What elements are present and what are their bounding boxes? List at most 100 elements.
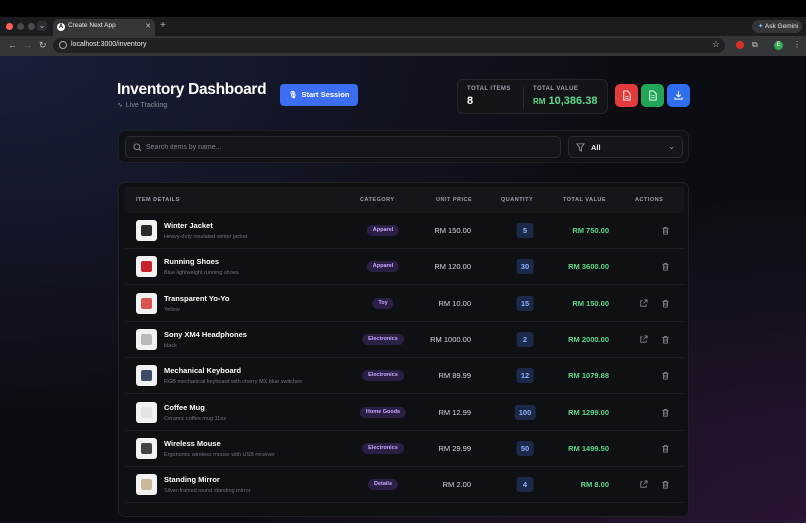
- trash-icon[interactable]: [661, 262, 670, 271]
- site-info-icon[interactable]: [59, 41, 67, 49]
- quantity-badge[interactable]: 15: [516, 295, 534, 311]
- item-description: Ergonomic wireless mouse with USB receiv…: [164, 451, 275, 458]
- excel-file-icon: [649, 90, 657, 101]
- download-icon: [674, 90, 683, 100]
- trash-icon[interactable]: [661, 480, 670, 489]
- trash-icon[interactable]: [661, 408, 670, 417]
- item-thumbnail: [136, 437, 157, 459]
- trash-icon[interactable]: [661, 299, 670, 308]
- unit-price: RM 1000.00: [430, 334, 471, 344]
- minimize-window-button[interactable]: [17, 23, 24, 30]
- table-row: Transparent Yo-Yo Yellow Toy RM 10.00 15 RM 1…: [125, 286, 684, 322]
- header-unit-price: UNIT PRICE: [436, 197, 473, 203]
- category-badge: Details: [367, 479, 399, 491]
- search-box[interactable]: [125, 136, 561, 158]
- start-session-button[interactable]: 🎙 Start Session: [280, 84, 358, 106]
- unit-price: RM 10.00: [438, 298, 471, 308]
- export-excel-button[interactable]: [641, 84, 664, 107]
- browser-menu-icon[interactable]: ⋮: [793, 40, 801, 49]
- total-items-value: 8: [467, 95, 474, 107]
- item-name: Transparent Yo-Yo: [164, 293, 230, 303]
- unit-price: RM 2.00: [442, 480, 471, 490]
- item-name: Mechanical Keyboard: [164, 366, 242, 376]
- quantity-badge[interactable]: 12: [516, 368, 534, 384]
- tab-search-icon[interactable]: ⌄: [37, 21, 47, 31]
- quantity-badge[interactable]: 2: [516, 331, 534, 347]
- header-category: CATEGORY: [360, 197, 395, 203]
- trash-icon[interactable]: [661, 371, 670, 380]
- table-header: ITEM DETAILS CATEGORY UNIT PRICE QUANTIT…: [125, 187, 684, 213]
- external-link-icon[interactable]: [639, 299, 648, 308]
- trash-icon[interactable]: [661, 335, 670, 344]
- trash-icon[interactable]: [661, 444, 670, 453]
- download-button[interactable]: [667, 84, 690, 107]
- total-value: RM 3600.00: [568, 262, 609, 272]
- category-filter-select[interactable]: All ⌄: [568, 136, 683, 158]
- category-badge: Electronics: [362, 333, 404, 345]
- item-thumbnail: [136, 401, 157, 423]
- quantity-badge[interactable]: 50: [516, 440, 534, 456]
- item-image: [141, 406, 152, 418]
- item-name: Winter Jacket: [164, 221, 213, 230]
- total-value: RM 2000.00: [568, 334, 609, 344]
- inventory-page: Inventory Dashboard ∿ Live Tracking 🎙 Star…: [0, 56, 806, 523]
- extensions-puzzle-icon[interactable]: ⧉: [752, 40, 758, 49]
- item-thumbnail: [136, 474, 157, 496]
- item-description: Silver-framed round standing mirror: [164, 488, 251, 495]
- ask-gemini-button[interactable]: ✦ Ask Gemini: [752, 20, 802, 33]
- reload-icon[interactable]: ↻: [39, 40, 47, 50]
- item-description: Yellow: [164, 306, 180, 313]
- currency-label: RM: [533, 97, 546, 106]
- item-image: [141, 479, 152, 491]
- export-pdf-button[interactable]: [615, 84, 638, 107]
- quantity-badge[interactable]: 100: [514, 404, 536, 420]
- table-row: Running Shoes Blue lightweight running sh…: [125, 249, 684, 286]
- trash-icon[interactable]: [661, 226, 670, 235]
- item-image: [141, 442, 152, 454]
- total-value-label: TOTAL VALUE: [533, 86, 579, 92]
- address-bar[interactable]: localhost:3000/inventory ☆: [53, 38, 725, 53]
- header-item-details: ITEM DETAILS: [136, 197, 180, 203]
- quantity-badge[interactable]: 5: [516, 223, 534, 238]
- external-link-icon[interactable]: [639, 335, 648, 344]
- pdf-file-icon: [623, 90, 631, 101]
- item-image: [141, 225, 152, 236]
- external-link-icon[interactable]: [639, 480, 648, 489]
- total-value: RM 1499.50: [568, 443, 609, 453]
- search-input[interactable]: [146, 140, 546, 155]
- total-value-amount: RM 10,386.38: [533, 95, 597, 107]
- close-window-button[interactable]: [6, 23, 13, 30]
- item-thumbnail: [136, 328, 157, 350]
- item-thumbnail: [136, 256, 157, 278]
- browser-tab[interactable]: A Create Next App ✕: [53, 19, 155, 36]
- item-image: [141, 297, 152, 309]
- table-row: Sony XM4 Headphones black Electronics RM 10…: [125, 322, 684, 358]
- gemini-icon: ✦: [758, 23, 764, 30]
- tab-close-icon[interactable]: ✕: [145, 23, 151, 30]
- total-value: RM 1299.00: [568, 407, 609, 417]
- table-row: Wireless Mouse Ergonomic wireless mouse w…: [125, 431, 684, 467]
- item-name: Wireless Mouse: [164, 438, 221, 448]
- item-image: [141, 333, 152, 345]
- item-image: [141, 370, 152, 382]
- stats-card: TOTAL ITEMS 8 TOTAL VALUE RM 10,386.38: [457, 79, 608, 114]
- back-arrow-icon[interactable]: ←: [8, 40, 17, 50]
- maximize-window-button[interactable]: [28, 23, 35, 30]
- profile-avatar[interactable]: E: [774, 41, 783, 50]
- total-items-label: TOTAL ITEMS: [467, 86, 511, 92]
- quantity-badge[interactable]: 30: [516, 259, 534, 275]
- address-url[interactable]: localhost:3000/inventory: [71, 40, 147, 48]
- unit-price: RM 120.00: [434, 262, 471, 272]
- bookmark-star-icon[interactable]: ☆: [711, 39, 720, 49]
- unit-price: RM 29.99: [438, 443, 471, 453]
- extension-record-icon[interactable]: [736, 41, 744, 49]
- item-description: Ceramic coffee mug 11oz: [164, 415, 227, 422]
- new-tab-icon[interactable]: +: [160, 20, 166, 31]
- quantity-badge[interactable]: 4: [516, 477, 534, 493]
- item-description: black: [164, 342, 177, 349]
- total-value: RM 1079.88: [568, 371, 609, 381]
- item-thumbnail: [136, 292, 157, 314]
- category-badge: Apparel: [366, 261, 400, 273]
- forward-arrow-icon[interactable]: →: [23, 40, 32, 50]
- category-badge: Home Goods: [359, 406, 407, 418]
